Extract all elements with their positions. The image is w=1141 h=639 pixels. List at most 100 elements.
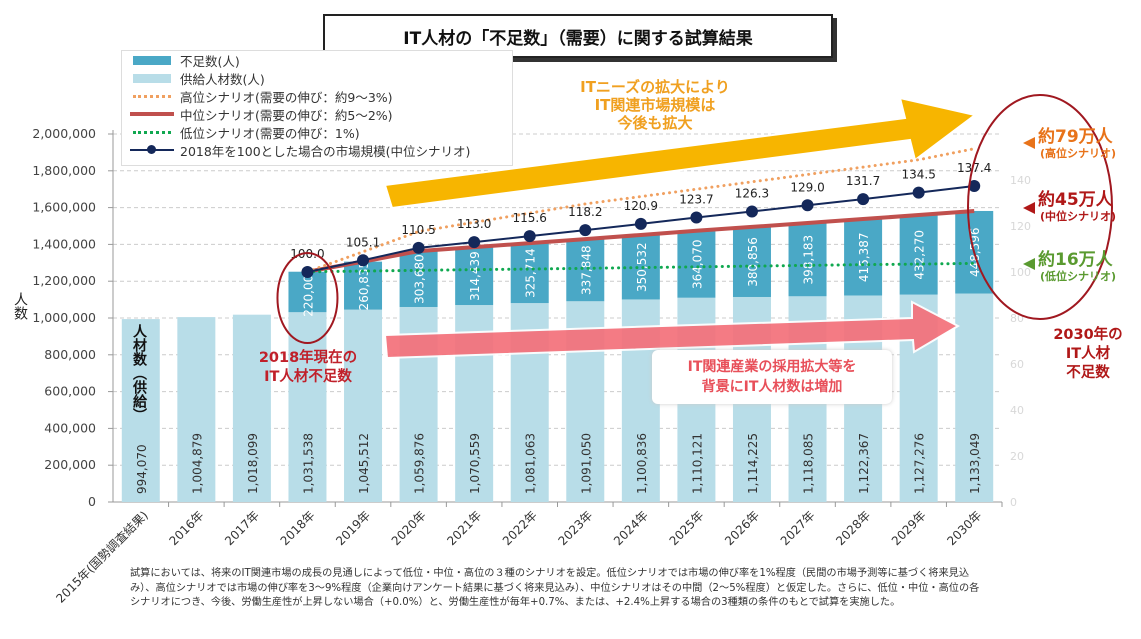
x-tick-label: 2020年	[389, 508, 429, 548]
market-index-point	[634, 217, 647, 230]
supply-value-label: 994,070	[135, 444, 149, 494]
supply-bar	[232, 314, 271, 502]
x-tick-label: 2022年	[500, 508, 540, 548]
market-index-point	[301, 266, 314, 278]
callout-mid: 約45万人 (中位シナリオ)	[1038, 190, 1141, 224]
shortage-value-label: 380,856	[746, 237, 760, 287]
shortage-2030-annotation: 2030年の IT人材 不足数	[1036, 326, 1140, 383]
highlight-2030-ellipse	[967, 94, 1113, 320]
supply-value-label: 1,004,879	[190, 433, 204, 494]
legend-item-high: 高位シナリオ(需要の伸び：約9～3%)	[122, 87, 512, 105]
highlight-2018-ellipse	[276, 252, 339, 344]
annotation-line: IT人材不足数	[264, 369, 352, 385]
legend-item-shortage: 不足数(人)	[122, 51, 512, 69]
shortage-swatch	[130, 51, 174, 69]
annotation-line: IT人材	[1065, 346, 1111, 362]
market-index-label: 110.5	[401, 223, 435, 237]
market-index-label: 115.6	[513, 211, 547, 225]
supply-value-label: 1,031,538	[301, 433, 315, 494]
shortage-bar	[677, 230, 716, 298]
shortage-bar	[566, 239, 605, 302]
annotation-line: 2018年現在の	[258, 350, 358, 366]
x-tick-label: 2017年	[222, 508, 262, 548]
y2-tick-label: 0	[1010, 496, 1017, 509]
market-index-point	[523, 230, 536, 243]
shortage-bar	[344, 261, 383, 310]
market-index-label: 137.4	[957, 161, 991, 175]
high-scenario-line	[305, 147, 976, 274]
x-tick-label: 2019年	[333, 508, 373, 548]
arrowhead-high-icon	[1023, 137, 1035, 149]
market-index-point	[857, 193, 870, 206]
legend-label: 供給人材数(人)	[180, 71, 265, 87]
shortage-2018-annotation: 2018年現在の IT人材不足数	[248, 349, 368, 387]
x-tick-label: 2021年	[444, 508, 484, 548]
x-tick-label: 2016年	[166, 508, 206, 548]
supply-value-label: 1,045,512	[357, 433, 371, 494]
annotation-line: 背景にIT人材数は増加	[701, 379, 843, 395]
x-tick-label: 2025年	[667, 508, 707, 548]
callout-high: 約79万人 (高位シナリオ)	[1038, 127, 1141, 161]
shortage-value-label: 337,848	[579, 245, 593, 295]
supply-value-label: 1,118,085	[802, 433, 816, 494]
supply-value-label: 1,059,876	[413, 433, 427, 494]
legend-item-low: 低位シナリオ(需要の伸び：1%)	[122, 123, 512, 141]
supply-bar	[955, 293, 994, 502]
y-axis-label: 人数	[12, 292, 28, 320]
market-index-label: 123.7	[679, 192, 713, 206]
callout-scenario: (高位シナリオ)	[1040, 147, 1117, 160]
supply-bar	[177, 317, 216, 502]
legend-label: 2018年を100とした場合の市場規模(中位シナリオ)	[180, 143, 471, 159]
market-index-label: 105.1	[346, 235, 380, 249]
x-tick-label: 2030年	[944, 508, 984, 548]
y2-tick-label: 140	[1010, 174, 1031, 187]
y2-tick-label: 100	[1010, 266, 1031, 279]
supply-growth-annotation: IT関連産業の採用拡大等を 背景にIT人材数は増加	[652, 350, 892, 404]
market-index-label: 118.2	[568, 205, 602, 219]
market-index-label: 126.3	[735, 187, 769, 201]
annotation-line: ITニーズの拡大により	[580, 78, 730, 96]
y2-tick-label: 20	[1010, 450, 1024, 463]
market-growth-annotation: ITニーズの拡大により IT関連市場規模は 今後も拡大	[560, 78, 750, 132]
legend-item-supply: 供給人材数(人)	[122, 69, 512, 87]
callout-value: 約16万人	[1038, 250, 1113, 270]
footnote-line: シナリオにつき、今後、労働生産性が上昇しない場合（+0.0%）と、労働生産性が毎…	[130, 597, 901, 608]
callout-value: 約45万人	[1038, 190, 1113, 210]
legend-label: 不足数(人)	[180, 53, 240, 69]
annotation-line: 今後も拡大	[617, 114, 693, 132]
y2-tick-label: 120	[1010, 220, 1031, 233]
x-tick-label: 2024年	[611, 508, 651, 548]
legend-label: 低位シナリオ(需要の伸び：1%)	[180, 125, 360, 141]
shortage-value-label: 415,387	[857, 232, 871, 282]
market-index-label: 113.0	[457, 217, 491, 231]
shortage-value-label: 314,439	[468, 251, 482, 301]
footnote: 試算においては、将来のIT関連市場の成長の見通しによって低位・中位・高位の３種の…	[130, 567, 1130, 611]
x-tick-label: 2023年	[555, 508, 595, 548]
shortage-value-label: 364,070	[690, 239, 704, 289]
annotation-line: IT関連市場規模は	[594, 96, 716, 114]
arrowhead-low-icon	[1023, 258, 1035, 270]
y-tick-label: 0	[88, 494, 96, 509]
shortage-bar	[510, 243, 549, 304]
market-index-point	[745, 205, 758, 218]
shortage-bar	[899, 215, 938, 295]
supply-growth-arrow	[383, 300, 961, 360]
high-swatch	[130, 87, 174, 105]
x-tick-label: 2028年	[833, 508, 873, 548]
annotation-line: 2030年の	[1053, 327, 1123, 343]
supply-value-label: 1,110,121	[690, 433, 704, 494]
market-index-label: 131.7	[846, 174, 880, 188]
y-tick-label: 1,200,000	[32, 273, 96, 288]
y-tick-label: 1,400,000	[32, 236, 96, 251]
legend-item-mid: 中位シナリオ(需要の伸び：約5～2%)	[122, 105, 512, 123]
low-scenario-line	[305, 261, 976, 274]
callout-scenario: (中位シナリオ)	[1040, 210, 1117, 223]
shortage-bar	[399, 251, 438, 307]
supply-value-label: 1,127,276	[913, 433, 927, 494]
x-tick-label: 2029年	[889, 508, 929, 548]
market-growth-arrow	[383, 96, 978, 210]
supply-value-label: 1,091,050	[579, 433, 593, 494]
shortage-value-label: 303,680	[413, 254, 427, 304]
shortage-value-label: 432,270	[913, 230, 927, 280]
